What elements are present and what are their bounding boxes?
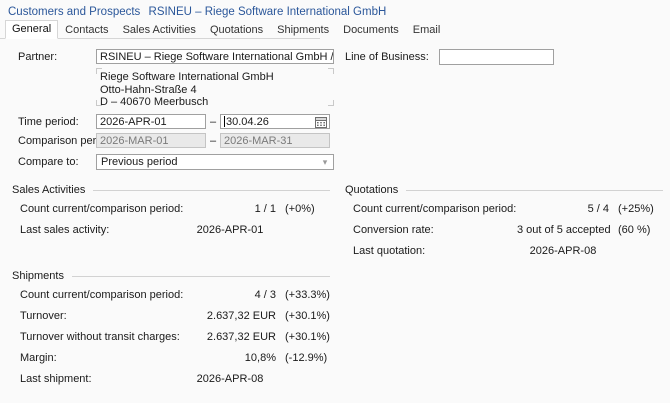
address-line-2: Otto-Hahn-Straße 4 xyxy=(100,83,197,96)
section-rule xyxy=(406,189,663,191)
metric-label: Last sales activity: xyxy=(20,224,110,236)
corner-mark-bottom-right xyxy=(328,100,334,106)
partner-input[interactable]: RSINEU – Riege Software International Gm… xyxy=(96,49,334,64)
tab-bar: General Contacts Sales Activities Quotat… xyxy=(0,20,440,39)
partner-label: Partner: xyxy=(18,50,58,63)
metric-value: 3 out of 5 accepted xyxy=(517,224,611,236)
metric-delta: (-12.9%) xyxy=(285,352,328,364)
metric-delta: (60 %) xyxy=(618,224,651,236)
compare-to-select[interactable]: Previous period ▾ xyxy=(96,154,334,170)
corner-mark-top-left xyxy=(96,68,102,74)
metric-row: Count current/comparison period: 1 / 1 (… xyxy=(12,203,330,215)
calendar-icon[interactable] xyxy=(315,116,327,128)
metric-value: 2026-APR-01 xyxy=(196,224,264,236)
metric-label: Turnover without transit charges: xyxy=(20,331,180,343)
metric-row: Turnover: 2.637,32 EUR (+30.1%) xyxy=(12,310,330,322)
metric-label: Last quotation: xyxy=(353,245,426,257)
metric-delta: (+30.1%) xyxy=(285,310,330,322)
chevron-down-icon[interactable]: ▾ xyxy=(322,157,328,167)
metric-value: 2026-APR-08 xyxy=(196,373,264,385)
time-period-separator: – xyxy=(209,115,217,128)
metric-label: Last shipment: xyxy=(20,373,92,385)
section-title-text: Quotations xyxy=(345,184,399,196)
tab-documents[interactable]: Documents xyxy=(343,24,399,36)
metric-value: 2026-APR-08 xyxy=(529,245,597,257)
metric-row: Conversion rate: 3 out of 5 accepted (60… xyxy=(345,224,663,236)
line-of-business-input[interactable] xyxy=(438,49,554,65)
metric-row: Count current/comparison period: 5 / 4 (… xyxy=(345,203,663,215)
address-line-1: Riege Software International GmbH xyxy=(100,71,274,83)
metric-row: Turnover without transit charges: 2.637,… xyxy=(12,331,330,343)
partner-row: Partner: RSINEU – Riege Software Interna… xyxy=(0,49,670,64)
section-title-shipments: Shipments xyxy=(12,270,330,282)
metric-row: Last sales activity: 2026-APR-01 xyxy=(12,224,330,236)
section-quotations: Quotations Count current/comparison peri… xyxy=(345,184,663,266)
general-form: Partner: RSINEU – Riege Software Interna… xyxy=(0,39,670,170)
metric-value: 4 / 3 xyxy=(254,289,276,301)
time-period-from-input[interactable]: 2026-APR-01 xyxy=(96,114,206,129)
comparison-period-from-input: 2026-MAR-01 xyxy=(96,133,206,148)
metric-label: Turnover: xyxy=(20,310,67,322)
section-title-sales-activities: Sales Activities xyxy=(12,184,330,196)
comparison-period-label: Comparison period: xyxy=(18,134,114,147)
metric-value: 10,8% xyxy=(244,352,276,364)
metric-label: Conversion rate: xyxy=(353,224,434,236)
section-title-quotations: Quotations xyxy=(345,184,663,196)
compare-to-value: Previous period xyxy=(101,156,178,168)
metric-delta: (+25%) xyxy=(618,203,654,215)
metric-value: 5 / 4 xyxy=(587,203,609,215)
metric-delta: (+33.3%) xyxy=(285,289,330,301)
time-period-to-input[interactable]: 30.04.26 xyxy=(220,114,330,129)
page-title: Customers and Prospects RSINEU – Riege S… xyxy=(0,0,670,22)
section-rule xyxy=(71,275,330,277)
section-sales-activities: Sales Activities Count current/compariso… xyxy=(12,184,330,245)
comparison-period-separator: – xyxy=(209,134,217,147)
metric-row: Last shipment: 2026-APR-08 xyxy=(12,373,330,385)
section-title-text: Shipments xyxy=(12,270,64,282)
metric-delta: (+30.1%) xyxy=(285,331,330,343)
metric-label: Count current/comparison period: xyxy=(20,289,184,301)
metric-delta: (+0%) xyxy=(285,203,315,215)
time-period-label: Time period: xyxy=(18,115,79,128)
page-title-module: Customers and Prospects xyxy=(8,6,141,18)
tab-quotations[interactable]: Quotations xyxy=(209,24,264,36)
compare-to-row: Compare to: Previous period ▾ xyxy=(0,154,670,170)
page-title-record: RSINEU – Riege Software International Gm… xyxy=(148,6,387,18)
metric-value: 1 / 1 xyxy=(254,203,276,215)
tab-general[interactable]: General xyxy=(5,20,59,39)
tab-email[interactable]: Email xyxy=(412,24,441,36)
metric-row: Last quotation: 2026-APR-08 xyxy=(345,245,663,257)
time-period-to-value: 30.04.26 xyxy=(226,116,269,128)
section-title-text: Sales Activities xyxy=(12,184,86,196)
tab-shipments[interactable]: Shipments xyxy=(277,24,330,36)
text-cursor xyxy=(224,116,225,127)
metric-row: Margin: 10,8% (-12.9%) xyxy=(12,352,330,364)
metric-value: 2.637,32 EUR xyxy=(206,310,276,322)
comparison-period-to-input: 2026-MAR-31 xyxy=(220,133,330,148)
metric-row: Count current/comparison period: 4 / 3 (… xyxy=(12,289,330,301)
metric-label: Margin: xyxy=(20,352,57,364)
compare-to-label: Compare to: xyxy=(18,156,79,168)
comparison-period-row: Comparison period: 2026-MAR-01 – 2026-MA… xyxy=(0,133,670,148)
address-line-3: D – 40670 Meerbusch xyxy=(100,96,209,108)
line-of-business-label: Line of Business: xyxy=(345,51,429,63)
metric-value: 2.637,32 EUR xyxy=(206,331,276,343)
section-rule xyxy=(93,189,330,191)
metric-label: Count current/comparison period: xyxy=(20,203,184,215)
corner-mark-bottom-left xyxy=(96,100,102,106)
tab-sales-activities[interactable]: Sales Activities xyxy=(122,24,196,36)
time-period-row: Time period: 2026-APR-01 – 30.04.26 xyxy=(0,114,670,129)
line-of-business-row: Line of Business: xyxy=(345,49,554,65)
partner-address-block: Riege Software International GmbH Otto-H… xyxy=(96,68,334,108)
corner-mark-top-right xyxy=(328,68,334,74)
metric-label: Count current/comparison period: xyxy=(353,203,517,215)
section-shipments: Shipments Count current/comparison perio… xyxy=(12,270,330,394)
tab-contacts[interactable]: Contacts xyxy=(65,24,109,36)
